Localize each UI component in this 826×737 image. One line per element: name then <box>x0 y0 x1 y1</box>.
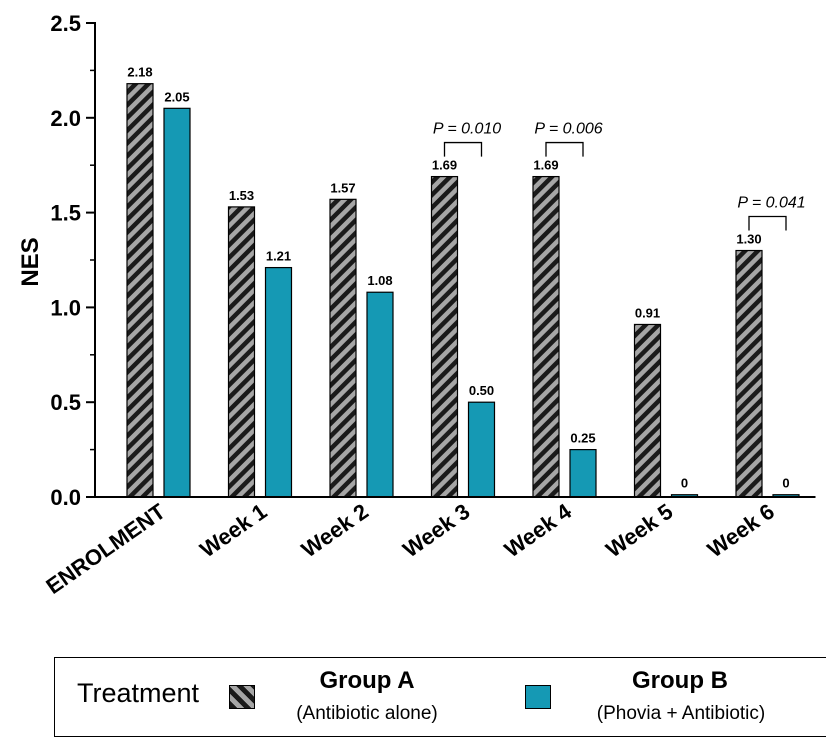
bar-value-label: 1.53 <box>229 188 254 203</box>
significance-bracket <box>443 141 483 157</box>
y-tick-label: 1.0 <box>50 295 81 320</box>
bar-group-a <box>633 323 662 498</box>
significance-bracket <box>748 215 787 231</box>
x-tick-label: ENROLMENT <box>41 498 170 599</box>
bar-value-label: 0.91 <box>635 305 660 320</box>
x-tick-label: Week 3 <box>398 499 474 563</box>
y-tick-label: 1.5 <box>50 201 81 226</box>
legend-title: Treatment <box>77 678 200 708</box>
bar-value-label: 2.05 <box>164 89 189 104</box>
bar-value-label: 0 <box>782 476 789 491</box>
p-value-annotation: P = 0.006 <box>534 121 602 138</box>
significance-bracket <box>545 141 584 157</box>
bar-group-b <box>264 266 293 498</box>
bar-chart: NES 2.182.051.531.211.571.081.690.501.69… <box>17 11 816 599</box>
bar-group-a <box>329 198 357 498</box>
y-tick-label: 2.0 <box>50 106 81 131</box>
legend-swatch-group-a <box>229 685 255 709</box>
bar-group-b <box>366 291 394 498</box>
legend-name-group-b: Group B <box>632 667 728 694</box>
y-tick-label: 0.5 <box>50 390 81 415</box>
x-tick-label: Week 5 <box>601 499 677 563</box>
bar-group-a <box>126 83 154 498</box>
bar-value-label: 1.69 <box>533 158 558 173</box>
legend-swatch-group-b <box>525 685 551 709</box>
bar-value-label: 0.25 <box>570 431 595 446</box>
y-tick-label: 2.5 <box>50 11 81 36</box>
bar-value-label: 0 <box>681 476 688 491</box>
x-tick-label: Week 1 <box>195 499 271 563</box>
y-tick-label: 0.0 <box>50 485 81 510</box>
bar-value-label: 1.30 <box>736 232 761 247</box>
bar-group-a <box>430 175 459 498</box>
bar-value-label: 0.50 <box>469 383 494 398</box>
p-value-annotation: P = 0.010 <box>433 121 501 138</box>
legend: Treatment Group A (Antibiotic alone) Gro… <box>54 657 826 737</box>
bar-group-a <box>735 249 763 498</box>
bar-value-label: 2.18 <box>127 65 152 80</box>
x-tick-label: Week 6 <box>703 499 779 563</box>
legend-name-group-a: Group A <box>319 667 415 694</box>
legend-sub-group-b: (Phovia + Antibiotic) <box>596 703 766 724</box>
legend-sub-group-a: (Antibiotic alone) <box>296 703 438 724</box>
x-tick-label: Week 4 <box>500 498 577 562</box>
p-value-annotation: P = 0.041 <box>737 195 805 212</box>
bar-group-a <box>532 175 560 498</box>
bar-group-b <box>569 449 597 498</box>
y-axis-label: NES <box>17 237 44 286</box>
bar-value-label: 1.08 <box>367 273 392 288</box>
bar-value-label: 1.57 <box>330 180 355 195</box>
bar-group-b <box>163 107 191 498</box>
bar-value-label: 1.69 <box>432 158 457 173</box>
bar-group-a <box>227 206 256 498</box>
x-tick-label: Week 2 <box>297 499 373 563</box>
bar-group-b <box>467 401 496 498</box>
bar-value-label: 1.21 <box>266 249 291 264</box>
